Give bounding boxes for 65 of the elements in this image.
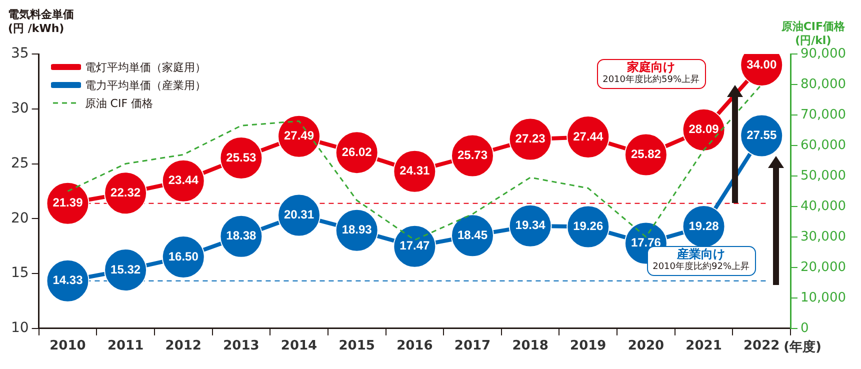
data-label: 27.55 xyxy=(746,128,777,142)
annotation: 家庭向け xyxy=(626,60,676,74)
data-label: 14.33 xyxy=(52,273,84,288)
data-label: 25.82 xyxy=(630,147,662,162)
data-label: 18.93 xyxy=(342,222,372,237)
y-tick-label: 25 xyxy=(10,155,29,172)
data-label: 23.44 xyxy=(168,173,199,188)
x-tick-label: 2014 xyxy=(280,338,318,354)
data-label: 21.39 xyxy=(52,196,84,210)
y-tick-label: 35 xyxy=(10,46,29,62)
annotation: 2010年度比約92%上昇 xyxy=(652,260,750,274)
data-label: 27.23 xyxy=(515,132,546,146)
data-label: 17.76 xyxy=(630,236,662,250)
x-tick-label: 2013 xyxy=(223,338,260,354)
data-label: 19.28 xyxy=(688,218,720,233)
x-tick-label: 2022 xyxy=(744,338,780,354)
x-tick-label: 2021 xyxy=(686,338,722,354)
y2-tick-label: 90,000 xyxy=(800,46,846,62)
data-label: 16.50 xyxy=(168,249,199,264)
y-axis-title: 電気料金単価 (円 /kWh) xyxy=(8,8,74,36)
y-tick-label: 10 xyxy=(10,320,29,336)
y2-tick-label: 70,000 xyxy=(800,107,846,122)
y2-tick-label: 30,000 xyxy=(800,229,846,244)
x-tick-label: 2011 xyxy=(107,338,144,354)
data-label: 27.49 xyxy=(284,128,314,143)
data-label: 20.31 xyxy=(284,208,314,222)
data-label: 18.38 xyxy=(226,228,257,243)
legend-label: 電力平均単価（産業用） xyxy=(84,78,206,92)
annotation: 産業向け xyxy=(676,246,726,261)
data-label: 15.32 xyxy=(110,262,141,276)
x-tick-label: 2016 xyxy=(396,338,433,354)
x-tick-label: 2020 xyxy=(628,338,664,354)
x-tick-label: 2010 xyxy=(50,338,86,354)
y2-tick-label: 0 xyxy=(800,320,809,336)
data-label: 19.34 xyxy=(515,218,546,232)
y2-tick-label: 50,000 xyxy=(800,168,846,184)
data-label: 26.02 xyxy=(342,144,372,159)
annotation: 2010年度比約59%上昇 xyxy=(602,74,700,87)
x-tick-label: 2015 xyxy=(338,338,375,354)
y-tick-label: 15 xyxy=(10,265,29,282)
data-label: 25.73 xyxy=(457,148,488,162)
y2-axis-title: 原油CIF価格 (円/kl) xyxy=(781,20,845,48)
legend-label: 電灯平均単価（家庭用） xyxy=(84,60,206,74)
data-label: 17.47 xyxy=(400,238,430,253)
data-label: 28.09 xyxy=(688,122,720,136)
data-label: 34.00 xyxy=(746,57,777,72)
x-tick-label: 2019 xyxy=(570,338,606,354)
x-axis-title: (年度) xyxy=(784,338,822,356)
x-tick-label: 2017 xyxy=(454,338,491,354)
y2-tick-label: 40,000 xyxy=(800,198,846,214)
legend-label: 原油 CIF 価格 xyxy=(84,96,154,110)
data-label: 27.44 xyxy=(573,129,604,144)
y2-tick-label: 10,000 xyxy=(800,290,846,306)
data-label: 19.26 xyxy=(573,219,604,234)
y2-tick-label: 20,000 xyxy=(800,260,846,275)
data-label: 22.32 xyxy=(110,185,141,200)
data-label: 25.53 xyxy=(226,150,257,164)
y2-tick-label: 60,000 xyxy=(800,138,846,153)
data-label: 18.45 xyxy=(457,228,488,242)
x-tick-label: 2012 xyxy=(165,338,202,354)
y2-tick-label: 80,000 xyxy=(800,76,846,92)
x-tick-label: 2018 xyxy=(512,338,548,354)
y-tick-label: 20 xyxy=(10,210,29,226)
data-label: 24.31 xyxy=(400,164,430,178)
y-tick-label: 30 xyxy=(10,100,29,117)
